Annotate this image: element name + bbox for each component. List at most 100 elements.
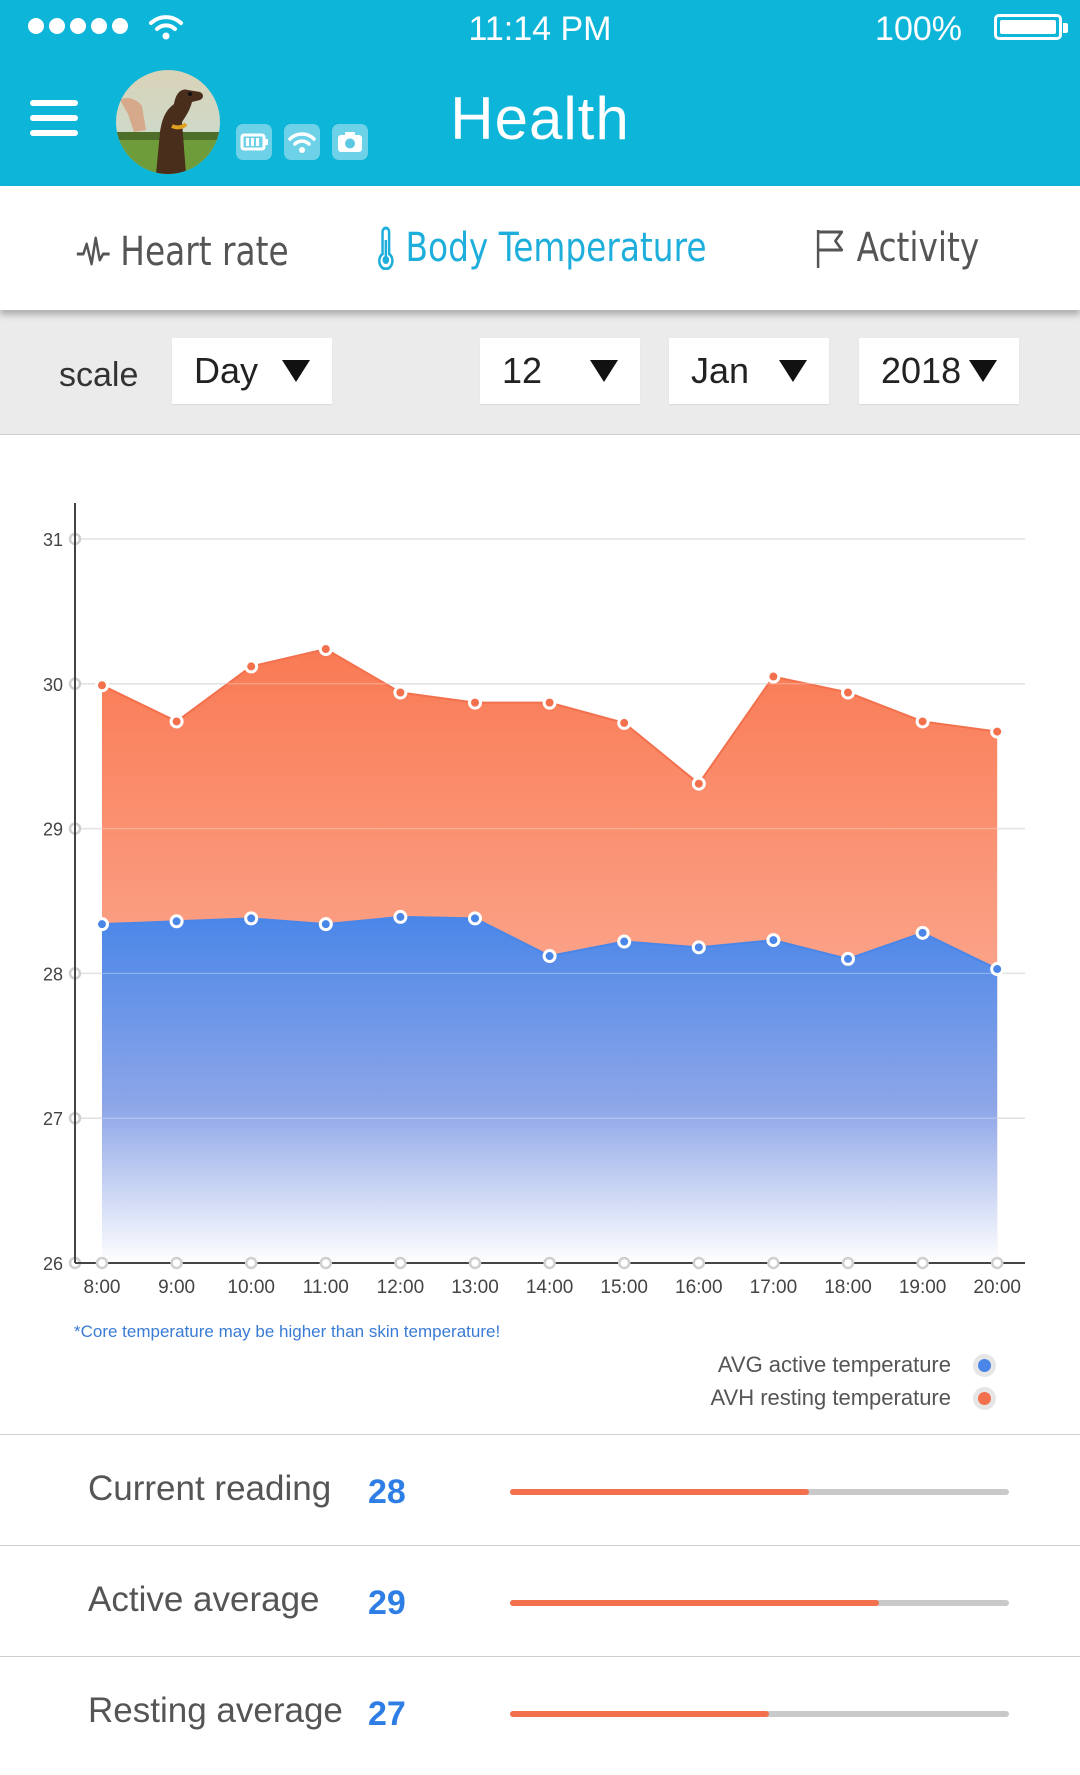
resting-data-point [468,695,482,710]
resting-data-point [95,678,109,693]
x-tick-label: 15:00 [600,1277,648,1298]
battery-percentage: 100% [875,10,962,48]
heartbeat-icon [76,236,110,266]
stat-value: 28 [368,1473,406,1511]
month-dropdown-value: Jan [691,350,750,391]
health-tabs: Heart rate Body Temperature Activity [0,186,1080,310]
active-data-point [468,911,482,926]
legend-resting-dot-icon [973,1386,996,1410]
device-wifi-icon[interactable] [284,124,320,160]
device-camera-icon[interactable] [332,124,368,160]
active-data-point [542,949,557,964]
active-data-point [915,925,930,940]
tab-heart-rate-label: Heart rate [120,229,289,275]
wifi-icon [149,15,183,40]
stat-progress-fill [510,1600,880,1606]
page-title: Health [450,85,630,152]
legend-active-label: AVG active temperature [717,1352,951,1377]
resting-data-point [691,776,706,791]
active-data-point [244,911,259,926]
flag-icon [816,230,844,268]
x-tick-marker [319,1256,333,1270]
active-data-point [841,951,855,966]
x-tick-marker [990,1256,1004,1270]
active-data-point [95,917,109,932]
active-data-point [990,962,1005,977]
x-tick-label: 8:00 [84,1277,121,1298]
stat-value: 29 [368,1584,406,1622]
x-tick-marker [767,1256,780,1270]
x-tick-marker [692,1256,706,1270]
y-tick-label: 31 [43,530,63,550]
x-tick-label: 9:00 [158,1277,195,1298]
x-tick-label: 10:00 [227,1277,275,1298]
x-tick-label: 18:00 [824,1277,872,1298]
resting-data-point [393,685,408,700]
x-tick-marker [543,1256,556,1270]
tab-activity[interactable]: Activity [814,186,979,310]
resting-data-point [990,724,1005,739]
month-dropdown[interactable]: Jan [669,338,829,404]
y-tick-label: 29 [43,820,63,840]
tab-heart-rate[interactable]: Heart rate [76,190,289,314]
dropdown-arrow-icon [969,360,997,382]
resting-data-point [169,714,184,729]
status-time: 11:14 PM [468,10,612,48]
year-dropdown[interactable]: 2018 [859,338,1019,404]
x-tick-label: 11:00 [303,1277,349,1298]
device-battery-icon[interactable] [236,124,272,160]
stat-active-average: Active average 29 [0,1545,1080,1657]
x-tick-label: 12:00 [377,1277,425,1298]
y-tick-label: 26 [43,1254,63,1274]
scale-dropdown[interactable]: Day [172,338,332,404]
tab-body-temperature[interactable]: Body Temperature [376,186,707,310]
stat-progress-fill [510,1489,810,1495]
y-tick-label: 28 [43,964,63,984]
resting-data-point [915,714,930,729]
resting-data-point [841,685,855,700]
stat-progress-bar [510,1711,1009,1717]
scale-dropdown-value: Day [194,350,259,391]
scale-label: scale [59,356,139,394]
x-tick-marker [394,1256,407,1270]
date-filter-bar: scale Day 12 Jan 2018 [0,310,1080,435]
stat-current-reading: Current reading 28 [0,1434,1080,1546]
active-data-point [766,933,781,948]
stat-value: 27 [368,1695,406,1733]
y-tick-label: 30 [43,675,63,695]
resting-data-point [542,695,557,710]
hamburger-menu-icon[interactable] [30,100,78,142]
x-tick-marker [95,1256,109,1270]
active-data-point [318,917,333,932]
legend-resting: AVH resting temperature [711,1385,996,1411]
stat-progress-fill [510,1711,770,1717]
x-tick-label: 14:00 [526,1277,574,1298]
x-tick-marker [841,1256,855,1270]
temperature-area-chart: 26 27 28 29 30 31 8:00 9:00 10:00 11:00 12:00 13:00… [43,503,1025,1298]
stat-label: Current reading [88,1469,332,1508]
thermometer-icon [378,226,394,270]
active-data-point [691,940,706,955]
day-dropdown[interactable]: 12 [480,338,640,404]
x-tick-marker [244,1256,258,1270]
chart-footnote: *Core temperature may be higher than ski… [74,1322,501,1341]
resting-data-point [318,642,333,657]
signal-strength-icon [28,18,128,34]
active-data-point [169,914,184,929]
resting-data-point [617,715,632,730]
x-tick-marker [468,1256,482,1270]
stat-label: Resting average [88,1691,343,1730]
x-tick-label: 16:00 [675,1277,723,1298]
x-tick-marker [916,1256,929,1270]
legend-resting-label: AVH resting temperature [710,1385,951,1410]
active-data-point [617,934,632,949]
stat-progress-bar [510,1489,1009,1495]
year-dropdown-value: 2018 [881,350,962,391]
stat-resting-average: Resting average 27 [0,1656,1080,1775]
legend-active: AVG active temperature [718,1352,996,1378]
resting-data-point [766,669,781,684]
dropdown-arrow-icon [590,360,618,382]
active-data-point [393,909,408,924]
resting-data-point [244,659,259,674]
x-tick-label: 19:00 [899,1277,947,1298]
